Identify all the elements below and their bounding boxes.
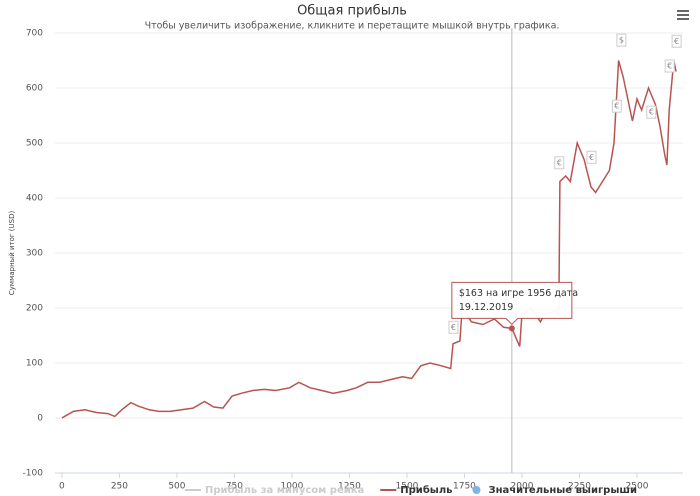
flag-box <box>664 59 675 73</box>
y-tick-label: 0 <box>37 414 43 424</box>
x-tick-label: 2000 <box>511 482 534 492</box>
flag: € <box>646 105 657 119</box>
legend-label: Прибыль за минусом рейка <box>205 484 364 496</box>
y-tick-label: 400 <box>26 194 43 204</box>
flag-box <box>646 105 657 119</box>
y-axis-label: Суммарный итог (USD) <box>8 211 16 296</box>
legend-label: Прибыль <box>400 484 452 496</box>
legend-symbol <box>472 486 481 494</box>
flag: € <box>448 320 459 334</box>
tooltip-text: 19.12.2019 <box>459 302 513 313</box>
flag: $ <box>616 33 627 47</box>
flag-box <box>671 34 682 48</box>
flag-symbol: $ <box>619 36 624 45</box>
flag-symbol: € <box>667 62 672 71</box>
flag-box <box>611 99 622 113</box>
flag: € <box>586 150 597 164</box>
x-tick-label: 2500 <box>626 482 649 492</box>
flag-symbol: € <box>614 102 619 111</box>
flag-symbol: € <box>649 108 654 117</box>
flag-symbol: € <box>557 158 562 167</box>
profit-line <box>61 60 677 419</box>
y-tick-label: -100 <box>23 469 44 479</box>
x-tick-label: 1500 <box>396 482 419 492</box>
hover-point <box>508 325 515 332</box>
flag: € <box>554 156 565 170</box>
y-tick-label: 700 <box>26 29 43 39</box>
flag-box <box>448 320 459 334</box>
x-tick-label: 1250 <box>338 482 361 492</box>
flag: € <box>671 34 682 48</box>
x-tick-label: 750 <box>226 482 243 492</box>
flag-symbol: € <box>451 323 456 332</box>
flag-box <box>586 150 597 164</box>
legend-item[interactable]: Значительные выигрыши <box>472 485 638 496</box>
flag-symbol: € <box>589 153 594 162</box>
legend-item[interactable]: Прибыль за минусом рейка <box>185 484 364 496</box>
menu-button[interactable] <box>677 10 689 20</box>
y-tick-label: 300 <box>26 249 43 259</box>
legend-item[interactable]: Прибыль <box>380 484 453 496</box>
x-tick-label: 2250 <box>568 482 591 492</box>
y-tick-label: 500 <box>26 139 43 149</box>
flag-box <box>554 156 565 170</box>
x-tick-label: 250 <box>111 482 128 492</box>
tooltip-box <box>451 281 573 326</box>
legend-label: Значительные выигрыши <box>489 485 638 496</box>
x-tick-label: 0 <box>59 482 65 492</box>
flag: € <box>611 99 622 113</box>
chart-title: Общая прибыль <box>297 4 407 19</box>
flag: € <box>664 59 675 73</box>
tooltip-text: $163 на игре 1956 дата <box>459 288 578 299</box>
x-tick-label: 1000 <box>280 482 303 492</box>
y-tick-label: 100 <box>26 359 43 369</box>
x-tick-label: 500 <box>168 482 185 492</box>
chart-subtitle: Чтобы увеличить изображение, кликните и … <box>145 21 560 32</box>
flag-symbol: € <box>674 37 679 46</box>
flag-box <box>616 33 627 47</box>
y-tick-label: 600 <box>26 84 43 94</box>
y-tick-label: 200 <box>26 304 43 314</box>
x-tick-label: 1750 <box>453 482 476 492</box>
